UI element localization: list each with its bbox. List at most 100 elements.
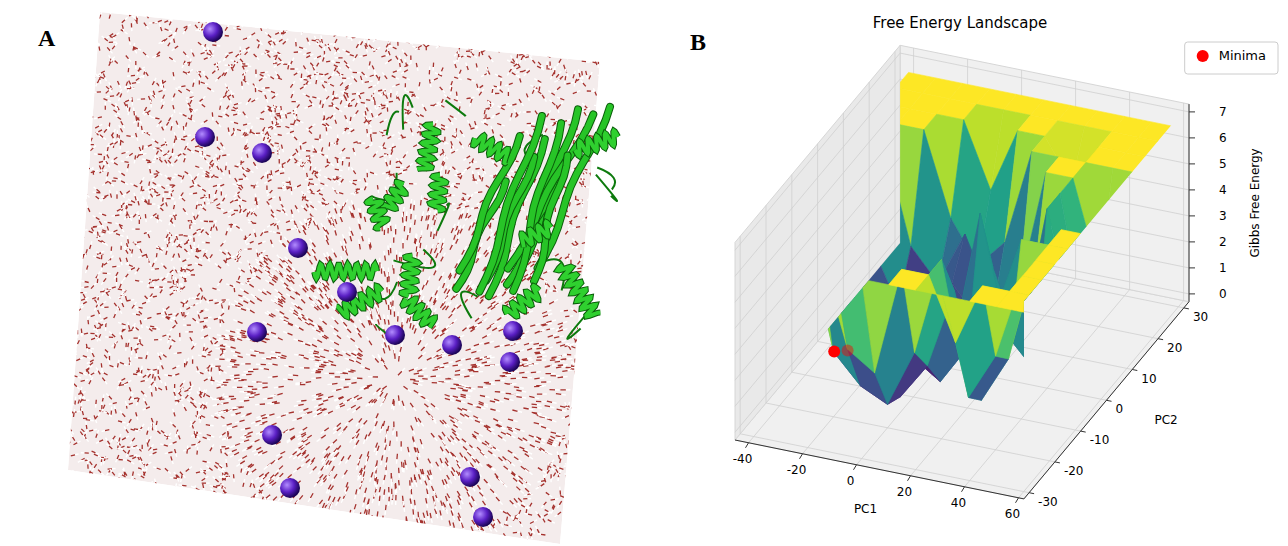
ion bbox=[337, 282, 357, 302]
surface-cell bbox=[767, 226, 807, 247]
ion bbox=[442, 335, 462, 355]
tick-label: -10 bbox=[1090, 433, 1110, 447]
grid-line bbox=[766, 205, 767, 403]
helix-outline bbox=[314, 264, 377, 278]
ion bbox=[460, 467, 480, 487]
tick bbox=[1107, 400, 1112, 401]
grid-line bbox=[857, 268, 1022, 465]
ion bbox=[262, 425, 282, 445]
tick-label: 10 bbox=[1141, 372, 1156, 386]
tick-label: 30 bbox=[1193, 310, 1208, 324]
grid-line bbox=[803, 257, 968, 454]
grid-line bbox=[766, 403, 1055, 462]
ion bbox=[195, 127, 215, 147]
helix bbox=[430, 175, 446, 211]
surface-cell bbox=[794, 232, 834, 352]
panel-label: B bbox=[690, 29, 706, 55]
grid-line bbox=[1183, 103, 1184, 301]
minimum-point bbox=[842, 345, 854, 357]
ion bbox=[473, 507, 493, 527]
tick-label: 20 bbox=[1167, 341, 1182, 355]
surface-cell bbox=[997, 291, 1037, 312]
tick bbox=[1189, 293, 1195, 294]
helix bbox=[367, 198, 388, 228]
surface-cell bbox=[754, 242, 794, 263]
helix-outline bbox=[430, 175, 446, 211]
chart-title: Free Energy Landscape bbox=[873, 14, 1047, 32]
ion bbox=[247, 322, 267, 342]
helix-outline bbox=[505, 286, 540, 317]
tick-label: 20 bbox=[897, 485, 912, 499]
helix-outline bbox=[575, 131, 618, 156]
ion bbox=[503, 321, 523, 341]
tick-label: 60 bbox=[1005, 507, 1020, 521]
side-pane bbox=[735, 45, 900, 440]
grid-line bbox=[843, 113, 844, 311]
helix bbox=[417, 124, 438, 169]
ion bbox=[385, 325, 405, 345]
helix-outline bbox=[382, 182, 406, 211]
beta-strand bbox=[513, 123, 561, 291]
ion bbox=[500, 352, 520, 372]
grid-line bbox=[895, 51, 896, 249]
axis-line bbox=[735, 440, 1024, 499]
tick bbox=[962, 487, 965, 492]
tick bbox=[1189, 189, 1195, 190]
legend-label: Minima bbox=[1219, 48, 1266, 63]
grid-line bbox=[740, 236, 741, 434]
legend-marker bbox=[1197, 50, 1209, 62]
beta-strand-outline bbox=[534, 155, 568, 281]
tick-label: -20 bbox=[787, 463, 807, 477]
tick bbox=[1184, 308, 1189, 309]
helix bbox=[558, 265, 601, 317]
grid-line bbox=[740, 434, 1029, 493]
surface-cell bbox=[844, 134, 884, 243]
helix-outline bbox=[367, 198, 388, 228]
tick bbox=[1158, 339, 1163, 340]
grid-line bbox=[791, 175, 792, 373]
tick-label: 0 bbox=[1219, 287, 1227, 301]
axis-title: PC2 bbox=[1155, 413, 1178, 427]
figure: ABFree Energy Landscape-40-200204060-30-… bbox=[0, 0, 1288, 546]
minimum-point bbox=[828, 346, 840, 358]
surface-chart: Free Energy Landscape-40-200204060-30-20… bbox=[733, 14, 1278, 521]
beta-strand bbox=[508, 114, 594, 268]
ion bbox=[288, 238, 308, 258]
helix-outline bbox=[417, 124, 438, 169]
tick-label: -20 bbox=[1064, 464, 1084, 478]
helix bbox=[521, 222, 551, 248]
axis-title: Gibbs Free Energy bbox=[1248, 148, 1262, 257]
surface-cell bbox=[1060, 178, 1100, 337]
axis-title: PC1 bbox=[854, 502, 877, 516]
tick bbox=[1189, 111, 1195, 112]
helix bbox=[382, 182, 406, 211]
surface-cell bbox=[1074, 204, 1114, 336]
grid-line bbox=[792, 372, 1081, 431]
tick bbox=[800, 454, 803, 459]
back-pane bbox=[900, 45, 1189, 301]
helix-outline bbox=[473, 135, 508, 163]
grid-line bbox=[735, 79, 900, 276]
surface-cell bbox=[1087, 189, 1127, 337]
helix bbox=[402, 256, 419, 296]
ion bbox=[252, 143, 272, 163]
surface-cell bbox=[808, 253, 848, 349]
tick-label: 0 bbox=[847, 474, 855, 488]
protein bbox=[314, 95, 618, 341]
helix bbox=[314, 264, 377, 278]
helix-outline bbox=[558, 265, 601, 317]
legend-box bbox=[1185, 42, 1278, 74]
grid-line bbox=[817, 144, 818, 342]
surface-cell bbox=[857, 119, 897, 140]
axis-line bbox=[1189, 104, 1190, 302]
beta-strand bbox=[534, 155, 568, 281]
surface-cell bbox=[792, 196, 832, 233]
water-oxygen bbox=[57, 1, 623, 546]
tick bbox=[1016, 498, 1019, 503]
background bbox=[0, 0, 1288, 546]
surface-cell bbox=[781, 247, 821, 268]
grid-line bbox=[735, 53, 900, 250]
helix bbox=[505, 286, 540, 317]
helix bbox=[473, 135, 508, 163]
ion bbox=[280, 478, 300, 498]
